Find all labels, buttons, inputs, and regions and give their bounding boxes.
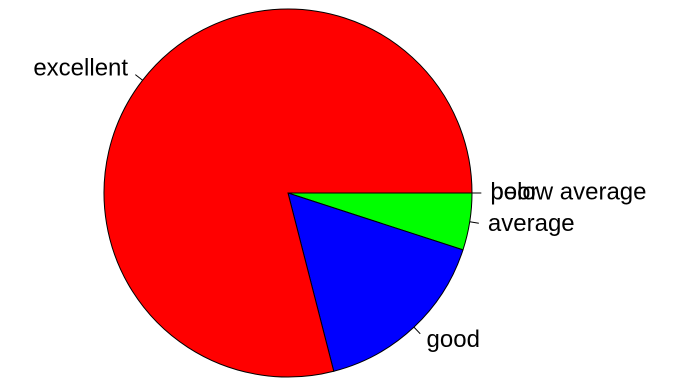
- slice-label-below-average: below average: [490, 178, 646, 205]
- slice-label-excellent: excellent: [33, 54, 128, 81]
- slice-label-good: good: [427, 326, 480, 353]
- pie-slice-good: [287, 192, 464, 372]
- leader-line-excellent: [135, 74, 143, 81]
- slice-label-average: average: [488, 210, 575, 237]
- label-leader-lines: [135, 74, 482, 335]
- pie-slices: [103, 8, 473, 378]
- slice-label-poor: poor: [490, 178, 538, 205]
- leader-line-average: [469, 221, 479, 224]
- pie-slice-excellent: [103, 8, 473, 378]
- leader-line-good: [413, 326, 421, 335]
